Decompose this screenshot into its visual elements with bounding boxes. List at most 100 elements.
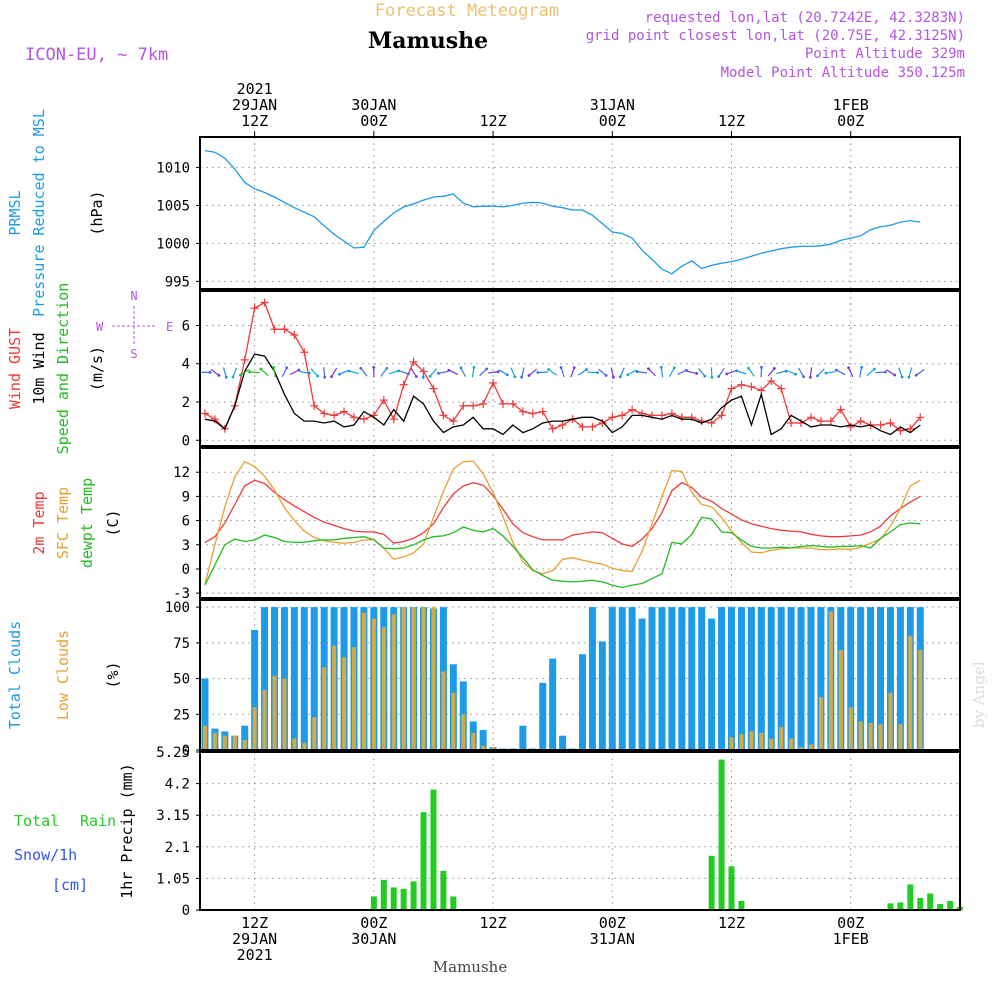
precip-bar — [719, 760, 725, 910]
wind-direction-arrow — [511, 368, 515, 377]
time-label-top: 00Z — [599, 112, 626, 130]
wind-arrow-head — [429, 375, 432, 378]
clouds-bar — [788, 607, 795, 750]
wind-direction-arrow — [549, 369, 557, 375]
wind-direction-arrow — [529, 369, 537, 375]
wind-arrow-head — [747, 367, 750, 370]
precip-bar — [450, 896, 456, 910]
wind-direction-arrow — [886, 370, 894, 375]
wind-arrow-head — [626, 373, 629, 376]
wind-direction-arrow — [461, 368, 466, 377]
point-altitude: Point Altitude 329m — [805, 46, 965, 62]
wind-arrow-head — [873, 368, 876, 371]
wind-direction-arrow — [637, 372, 647, 373]
clouds-bar — [739, 734, 743, 750]
clouds-bar — [849, 707, 853, 750]
gust-marker — [201, 409, 209, 417]
clouds-bar — [748, 607, 755, 750]
gust-marker — [469, 402, 477, 410]
precip-bar — [401, 889, 407, 910]
clouds-bar — [233, 736, 237, 750]
wind-direction-arrow — [737, 371, 747, 374]
wind-arrow-head — [338, 373, 341, 376]
precip-panel: 01.052.13.154.25.25 — [156, 745, 963, 919]
wind-direction-arrow — [836, 370, 845, 375]
wind-arrow-head — [596, 371, 599, 374]
compass-south: S — [130, 347, 137, 361]
precip-bar — [709, 856, 715, 910]
clouds-bar — [312, 717, 316, 750]
wind-direction-arrow — [719, 368, 725, 376]
wind-direction-arrow — [787, 370, 796, 374]
wind-arrow-head — [460, 367, 463, 370]
wind-arrow-head — [437, 372, 440, 375]
panel-label: 2m Temp — [30, 491, 48, 554]
wind-direction-arrow — [381, 368, 387, 376]
clouds-bar — [362, 613, 366, 750]
precip-bar — [927, 893, 933, 910]
wind-arrow-head — [915, 374, 918, 377]
clouds-bar — [213, 733, 217, 750]
wind-direction-arrow — [620, 368, 624, 377]
wind-arrow-head — [209, 371, 212, 374]
gust-marker — [271, 325, 279, 333]
wind-direction-arrow — [339, 370, 348, 374]
wind-direction-arrow — [628, 370, 637, 375]
gust-marker — [290, 331, 298, 339]
panel-label: Pressure Reduced to MSL — [30, 109, 48, 317]
gust-marker — [459, 402, 467, 410]
wind-direction-arrow — [916, 369, 924, 375]
model-name: ICON-EU, ~ 7km — [25, 45, 168, 65]
wind-arrow-head — [485, 367, 488, 370]
wind-arrow-head — [893, 374, 896, 377]
wind-direction-arrow — [571, 368, 574, 377]
clouds-bar — [422, 607, 426, 750]
clouds-bar — [908, 636, 912, 750]
wind-arrow-head — [422, 376, 425, 379]
time-label-bottom: 2021 — [237, 946, 273, 964]
wind-arrow-head — [447, 369, 450, 372]
wind-direction-arrow — [677, 370, 686, 374]
clouds-bar — [402, 607, 406, 750]
wind-direction-arrow — [876, 372, 886, 373]
gust-marker — [817, 417, 825, 425]
precip-bar — [391, 887, 397, 910]
wind-direction-arrow — [472, 367, 474, 377]
wind-direction-arrow — [776, 371, 786, 373]
gust-marker — [400, 381, 408, 389]
wind-arrow-head — [619, 375, 622, 378]
wind-arrow-head — [660, 366, 663, 369]
wind-arrow-head — [585, 368, 588, 371]
clouds-bar — [619, 607, 626, 750]
gust-marker — [588, 423, 596, 431]
wind-direction-arrow — [909, 368, 912, 378]
panel-unit: (C) — [104, 509, 122, 536]
gust-marker — [479, 400, 487, 408]
wind-direction-arrow — [361, 368, 367, 376]
wind-frame — [200, 291, 960, 446]
clouds-bar — [798, 607, 805, 750]
y-tick-label: 1005 — [156, 198, 190, 214]
compass-east: E — [166, 320, 173, 334]
wind-direction-arrow — [860, 367, 862, 377]
requested-coords: requested lon,lat (20.7242E, 42.3283N) — [645, 10, 965, 26]
wind-direction-arrow — [223, 368, 226, 378]
clouds-bar — [779, 727, 783, 750]
wind-arrow-head — [794, 373, 797, 376]
y-tick-label: 2 — [182, 395, 190, 411]
clouds-bar — [519, 726, 526, 750]
wind-arrow-head — [217, 374, 220, 377]
wind-arrow-head — [560, 366, 563, 369]
wind-direction-arrow — [233, 368, 237, 377]
wind-arrow-head — [415, 375, 418, 378]
clouds-bar — [471, 733, 475, 750]
gust-marker — [728, 385, 736, 393]
panel-frames — [200, 137, 960, 910]
compass-rose — [112, 306, 156, 346]
time-label-top: 00Z — [360, 112, 387, 130]
y-tick-label: 50 — [173, 672, 190, 688]
